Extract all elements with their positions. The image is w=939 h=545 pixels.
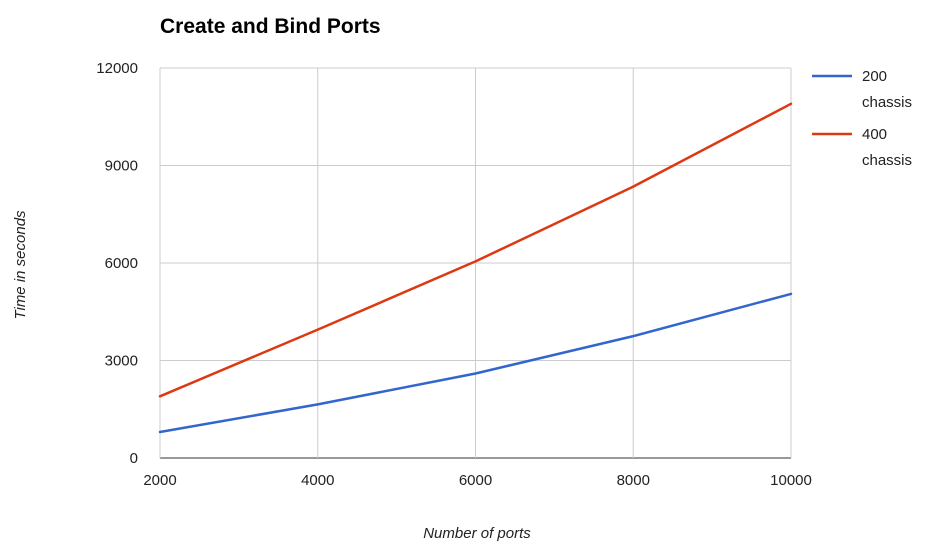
x-tick-label: 6000: [459, 472, 492, 489]
y-tick-label: 3000: [105, 353, 138, 370]
y-tick-label: 6000: [105, 255, 138, 272]
x-axis-title: Number of ports: [423, 525, 531, 542]
x-axis-ticks: 2000 4000 6000 8000 10000: [143, 472, 812, 489]
legend-label: 400 chassis: [862, 126, 912, 169]
legend-label: 200 chassis: [862, 68, 912, 111]
series-lines: [158, 102, 793, 434]
y-tick-label: 9000: [105, 158, 138, 175]
x-tick-label: 2000: [143, 472, 176, 489]
x-tick-label: 4000: [301, 472, 334, 489]
x-tick-label: 10000: [770, 472, 812, 489]
series-line-400-chassis: [158, 102, 793, 398]
legend: 200 chassis 400 chassis: [812, 68, 912, 169]
y-axis-ticks: 0 3000 6000 9000 12000: [96, 60, 138, 467]
grid: [159, 67, 792, 459]
y-axis-title: Time in seconds: [12, 210, 29, 320]
y-tick-label: 0: [130, 450, 138, 467]
y-tick-label: 12000: [96, 60, 138, 77]
x-tick-label: 8000: [617, 472, 650, 489]
chart-title: Create and Bind Ports: [160, 15, 381, 38]
series-line-200-chassis: [158, 292, 793, 434]
